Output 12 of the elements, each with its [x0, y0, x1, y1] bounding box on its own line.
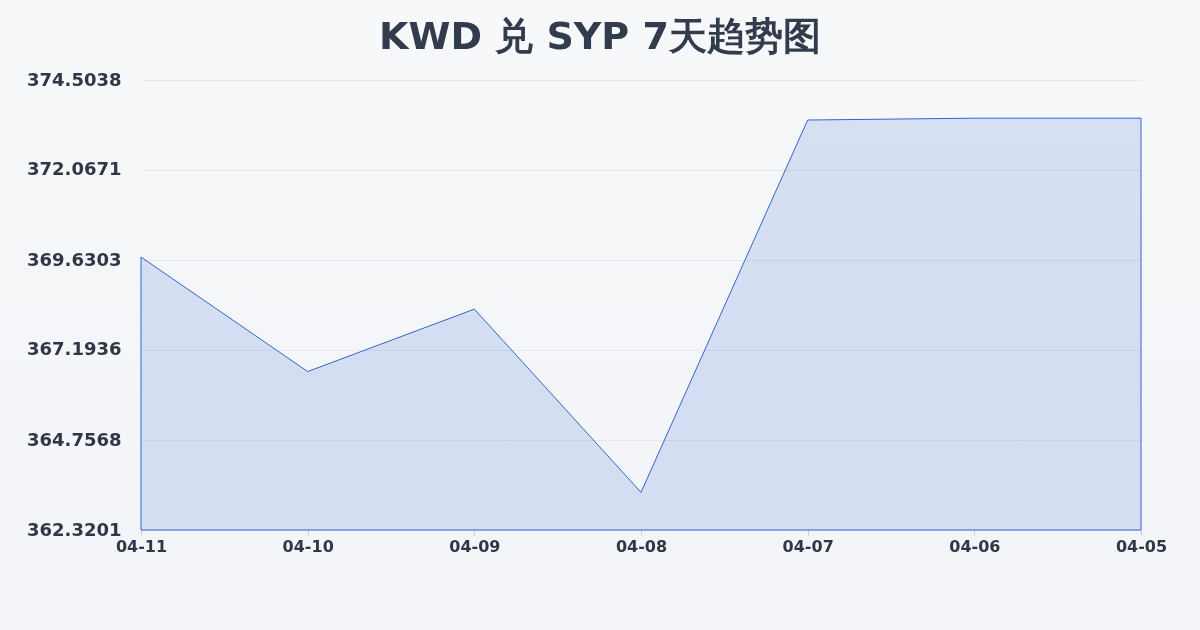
y-tick-label: 367.1936 [26, 338, 122, 360]
y-tick-label: 374.5038 [26, 68, 122, 90]
chart-title: KWD 兑 SYP 7天趋势图 [379, 14, 821, 58]
x-tick-label: 04-06 [949, 536, 1001, 556]
x-tick-label: 04-09 [449, 536, 501, 556]
y-tick-label: 369.6303 [26, 248, 122, 270]
x-tick-label: 04-08 [615, 536, 668, 556]
x-tick-label: 04-05 [1115, 536, 1168, 556]
x-tick-label: 04-10 [282, 536, 334, 556]
x-tick-label: 04-07 [782, 536, 834, 556]
y-tick-label: 364.7568 [26, 428, 122, 450]
y-tick-label: 372.0671 [26, 158, 122, 180]
